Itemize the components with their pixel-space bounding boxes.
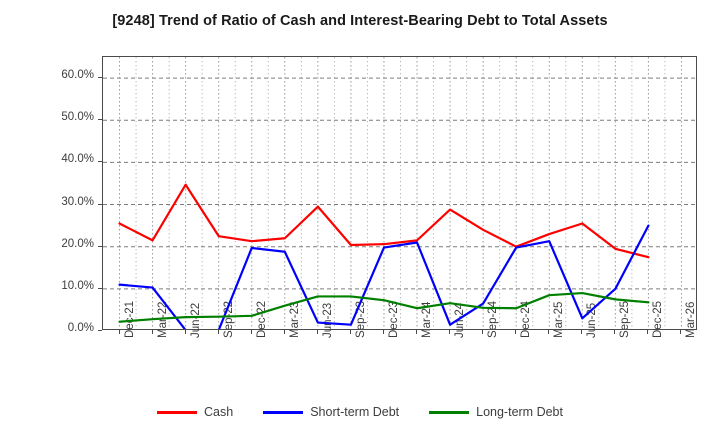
x-axis-tick-mark <box>548 330 550 334</box>
x-axis-tick-mark <box>680 330 682 334</box>
y-axis-tick-label: 50.0% <box>61 111 94 124</box>
y-axis-tick-mark <box>98 77 102 79</box>
legend-label: Short-term Debt <box>310 405 400 419</box>
x-axis-tick-mark <box>449 330 451 334</box>
chart-legend: Cash Short-term Debt Long-term Debt <box>0 405 720 419</box>
y-axis-tick-mark <box>98 161 102 163</box>
series-line-cash <box>118 183 650 259</box>
legend-label: Cash <box>204 405 234 419</box>
y-axis-tick-label: 20.0% <box>61 237 94 250</box>
legend-item[interactable]: Short-term Debt <box>263 405 399 419</box>
x-axis-tick-mark <box>151 330 153 334</box>
y-axis-tick-mark <box>98 119 102 121</box>
x-axis-tick-mark <box>382 330 384 334</box>
y-axis-tick-mark <box>98 203 102 205</box>
y-axis-tick-label: 30.0% <box>61 195 94 208</box>
legend-item[interactable]: Long-term Debt <box>429 405 563 419</box>
y-axis-tick-label: 60.0% <box>61 69 94 82</box>
plot-area <box>102 56 697 330</box>
x-axis-tick-mark <box>647 330 649 334</box>
series-lines <box>118 183 650 329</box>
y-axis-tick-label: 10.0% <box>61 279 94 292</box>
x-axis-tick-mark <box>349 330 351 334</box>
y-axis-tick-mark <box>98 330 102 331</box>
x-axis-tick-mark <box>316 330 318 334</box>
x-axis-tick-mark <box>184 330 186 334</box>
x-axis-tick-mark <box>581 330 583 334</box>
legend-item[interactable]: Cash <box>157 405 233 419</box>
x-axis-tick-mark <box>283 330 285 334</box>
legend-color-swatch <box>263 410 304 414</box>
x-axis-tick-mark <box>515 330 517 334</box>
legend-color-swatch <box>429 410 470 414</box>
x-axis-tick-mark <box>118 330 120 334</box>
chart-title: [9248] Trend of Ratio of Cash and Intere… <box>112 13 608 29</box>
x-axis-tick-mark <box>416 330 418 334</box>
y-axis-tick-mark <box>98 245 102 247</box>
legend-color-swatch <box>157 410 198 414</box>
x-axis-tick-mark <box>614 330 616 334</box>
x-axis-tick-mark <box>217 330 219 334</box>
legend-label: Long-term Debt <box>476 405 563 419</box>
y-axis-tick-label: 0.0% <box>67 322 94 334</box>
x-axis-tick-mark <box>250 330 252 334</box>
series-line-long-term-debt <box>118 291 650 323</box>
series-line-short-term-debt <box>118 224 650 329</box>
x-axis-tick-mark <box>482 330 484 334</box>
y-axis-tick-mark <box>98 287 102 289</box>
y-axis-tick-label: 40.0% <box>61 153 94 166</box>
